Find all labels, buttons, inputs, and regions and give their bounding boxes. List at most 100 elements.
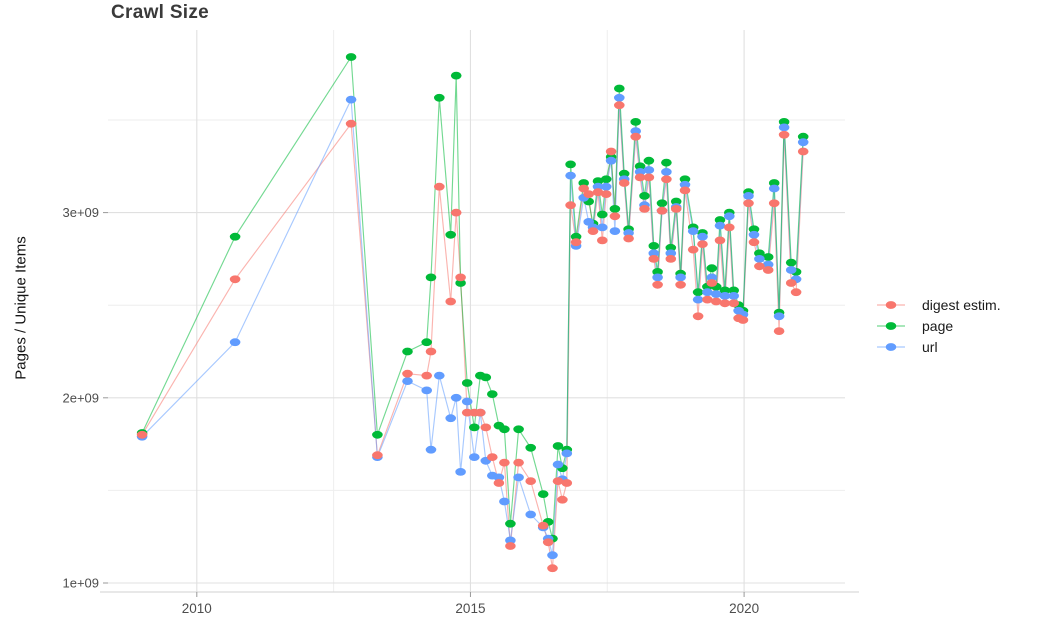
page-data-point [592, 177, 604, 186]
page-data-point [480, 373, 492, 382]
legend-item-page: page [876, 315, 1001, 336]
url-series-points [136, 93, 809, 560]
page-data-point [425, 273, 437, 282]
digest-data-point [493, 479, 505, 487]
url-data-point [675, 273, 686, 282]
digest-data-point [790, 288, 802, 297]
legend-dot-page [885, 321, 897, 330]
page-data-point [768, 179, 780, 187]
legend-label-digest: digest estim. [922, 296, 1001, 313]
url-data-point [513, 473, 524, 482]
legend-label-url: url [922, 338, 938, 355]
url-data-point [547, 551, 558, 560]
page-data-point [461, 379, 473, 387]
digest-data-point [557, 495, 568, 504]
digest-data-point [687, 245, 699, 254]
digest-data-point [618, 179, 630, 187]
url-data-point [552, 460, 564, 469]
url-data-point [679, 180, 691, 189]
url-data-point [623, 229, 634, 237]
axis-ticks: 1e+09 2e+09 3e+09 2010 2015 2020 [62, 205, 759, 616]
page-series-line [141, 55, 804, 539]
page-data-point [434, 93, 445, 102]
url-data-point [605, 156, 617, 165]
page-data-point [565, 160, 576, 169]
page-data-point [618, 169, 630, 178]
digest-data-point [675, 280, 686, 289]
url-data-point [592, 182, 604, 191]
url-data-point [714, 221, 726, 230]
legend-dot-digest [885, 300, 897, 309]
x-tick-label: 2010 [182, 601, 212, 616]
url-data-point [434, 371, 445, 380]
digest-series-line [141, 105, 804, 569]
digest-data-point [652, 280, 663, 289]
digest-data-point [692, 312, 704, 321]
url-data-point [728, 292, 739, 300]
page-data-point [630, 118, 641, 126]
url-data-point [661, 168, 672, 176]
digest-data-point [728, 299, 739, 308]
page-data-point [785, 258, 797, 267]
page-data-point [578, 179, 589, 187]
digest-data-point [434, 182, 445, 191]
page-data-point [421, 338, 433, 347]
digest-data-point [565, 201, 576, 210]
digest-data-point [737, 316, 749, 324]
y-tick-label: 3e+09 [62, 205, 99, 220]
page-data-point [661, 158, 672, 167]
url-data-point [648, 249, 660, 258]
digest-data-point [499, 458, 510, 467]
digest-data-point [525, 477, 536, 485]
page-data-point [714, 216, 726, 224]
url-data-point [345, 95, 357, 104]
page-data-point [656, 199, 668, 208]
page-data-point [597, 210, 608, 219]
digest-data-point [425, 347, 437, 356]
digest-data-point [345, 119, 357, 128]
url-data-point [229, 338, 241, 347]
page-data-point [778, 118, 790, 126]
digest-data-point [587, 227, 599, 236]
url-data-point [706, 273, 718, 282]
digest-data-point [797, 147, 809, 156]
digest-data-point [229, 275, 241, 284]
url-data-point [687, 227, 699, 236]
page-data-point [719, 286, 731, 295]
legend-dot-url [885, 342, 897, 351]
url-data-point [773, 312, 785, 321]
url-data-point [561, 449, 573, 458]
digest-data-point [552, 477, 564, 485]
digest-data-point [542, 538, 554, 547]
legend-key-url [877, 342, 905, 351]
digest-data-point [605, 147, 617, 156]
page-data-point [614, 84, 625, 93]
digest-data-point [656, 206, 668, 215]
url-data-point [455, 468, 466, 476]
legend-item-url: url [876, 336, 1001, 357]
digest-data-point [614, 101, 625, 110]
url-data-point [719, 292, 731, 300]
page-data-point [402, 347, 413, 356]
digest-data-point [697, 240, 708, 249]
digest-data-point [710, 297, 722, 306]
page-data-point [487, 390, 498, 398]
page-data-point [665, 243, 677, 252]
url-data-point [525, 510, 536, 519]
page-data-point [537, 490, 549, 498]
url-data-point [768, 184, 780, 193]
digest-data-point [706, 279, 718, 287]
digest-data-point [623, 234, 634, 243]
digest-data-point [748, 238, 760, 247]
digest-data-point [578, 184, 589, 193]
digest-data-point [785, 279, 797, 287]
page-data-point [692, 288, 704, 297]
page-data-point [634, 162, 646, 171]
digest-data-point [643, 173, 655, 182]
page-data-point [229, 232, 241, 241]
digest-data-point [570, 238, 582, 247]
digest-data-point [743, 199, 754, 208]
chart-title: Crawl Size [111, 2, 210, 23]
